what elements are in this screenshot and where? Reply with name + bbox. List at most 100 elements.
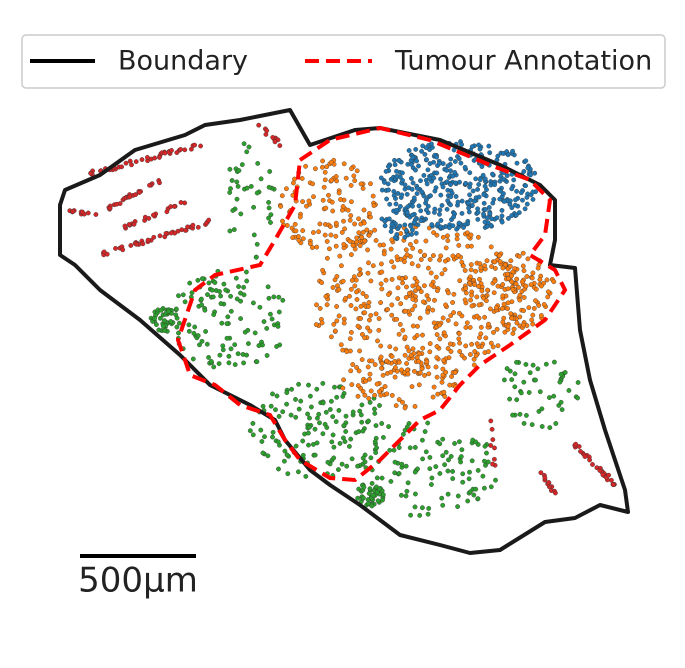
cell-dot xyxy=(242,329,248,335)
cell-dot xyxy=(296,406,302,412)
cell-dot xyxy=(266,295,272,301)
cell-dot xyxy=(310,230,316,235)
cell-dot xyxy=(262,434,267,440)
cell-dot xyxy=(166,308,172,314)
cell-dot xyxy=(393,196,398,201)
cell-dot xyxy=(432,297,437,303)
cell-dot xyxy=(265,284,271,290)
cell-dot xyxy=(446,225,452,231)
cell-dot xyxy=(438,218,444,223)
cell-dot xyxy=(389,312,395,318)
cell-dot xyxy=(431,320,437,326)
cell-dot xyxy=(399,276,405,282)
cell-dot xyxy=(426,305,431,310)
cell-dot xyxy=(178,146,184,152)
cell-dot xyxy=(349,456,355,462)
cell-dot xyxy=(367,486,373,492)
cell-dot xyxy=(439,495,445,501)
cell-dot xyxy=(419,366,425,372)
cell-dot xyxy=(391,264,397,270)
cell-dot xyxy=(530,196,536,202)
cell-dot xyxy=(456,220,462,226)
cell-dot xyxy=(466,209,472,215)
cell-dot xyxy=(192,324,198,330)
cell-dot xyxy=(359,419,365,425)
cell-dot xyxy=(488,340,494,346)
cell-dot xyxy=(368,181,373,187)
cell-dot xyxy=(362,392,368,398)
cell-dot xyxy=(526,390,532,395)
cell-dot xyxy=(330,208,336,214)
cell-dot xyxy=(386,187,391,193)
cell-dot xyxy=(256,122,262,128)
cell-dot xyxy=(305,411,310,417)
cell-dot xyxy=(382,384,388,389)
cell-dot xyxy=(529,275,535,281)
cell-dot xyxy=(427,341,433,346)
cell-dot xyxy=(509,205,515,211)
cell-dot xyxy=(324,238,330,244)
cell-dot xyxy=(437,322,442,328)
cell-dot xyxy=(406,290,412,296)
cell-dot xyxy=(491,329,496,335)
cell-dot xyxy=(348,436,354,442)
cell-dot xyxy=(372,406,377,412)
cell-dot xyxy=(264,325,270,331)
cell-dot xyxy=(319,280,325,285)
cell-dot xyxy=(186,322,192,328)
cell-dot xyxy=(409,186,415,192)
cell-dot xyxy=(465,200,471,206)
cell-dot xyxy=(491,456,497,462)
cell-dot xyxy=(379,187,385,193)
cell-dot xyxy=(440,453,446,459)
cell-dot xyxy=(505,323,511,329)
cell-dot xyxy=(362,459,368,465)
cell-dot xyxy=(293,228,299,234)
cell-dot xyxy=(442,267,448,272)
cell-dot xyxy=(520,250,526,256)
cell-dot xyxy=(328,398,334,404)
cell-dot xyxy=(157,180,162,186)
cell-dot xyxy=(199,276,205,281)
cell-dot xyxy=(388,229,394,234)
cell-dot xyxy=(347,293,352,299)
cell-dot xyxy=(529,422,535,427)
cell-dot xyxy=(504,173,510,179)
cell-dot xyxy=(328,232,334,238)
cell-dot xyxy=(435,391,441,397)
cell-dot xyxy=(546,480,552,485)
cell-dot xyxy=(420,456,425,462)
cell-dot xyxy=(164,209,170,215)
cell-dot xyxy=(133,159,139,165)
cell-dot xyxy=(152,316,157,321)
cell-dot xyxy=(238,211,244,217)
cell-dot xyxy=(383,277,389,283)
cell-dot xyxy=(358,412,364,418)
cell-dot xyxy=(379,421,385,426)
cell-dot xyxy=(475,206,480,212)
cell-dot xyxy=(274,344,279,349)
cell-dot xyxy=(271,294,277,300)
cell-dot xyxy=(532,170,538,176)
cell-dot xyxy=(543,361,549,367)
cell-dot xyxy=(414,185,420,191)
cell-dot xyxy=(473,353,479,359)
cell-dot xyxy=(392,374,398,380)
cell-dot xyxy=(463,290,469,296)
cell-dot xyxy=(448,156,454,162)
cell-dot xyxy=(459,353,465,358)
cell-dot xyxy=(162,328,168,333)
cell-dot xyxy=(348,329,354,335)
cell-dot xyxy=(360,428,366,434)
cell-dot xyxy=(582,454,588,459)
cell-dot xyxy=(227,228,233,234)
cell-dot xyxy=(433,185,439,191)
cell-dot xyxy=(536,408,542,414)
cell-dot xyxy=(500,176,506,182)
cell-dot xyxy=(425,203,431,209)
cell-dot xyxy=(587,457,592,463)
cell-dot xyxy=(389,276,395,282)
cell-dot xyxy=(250,432,256,438)
cell-dot xyxy=(521,308,526,313)
